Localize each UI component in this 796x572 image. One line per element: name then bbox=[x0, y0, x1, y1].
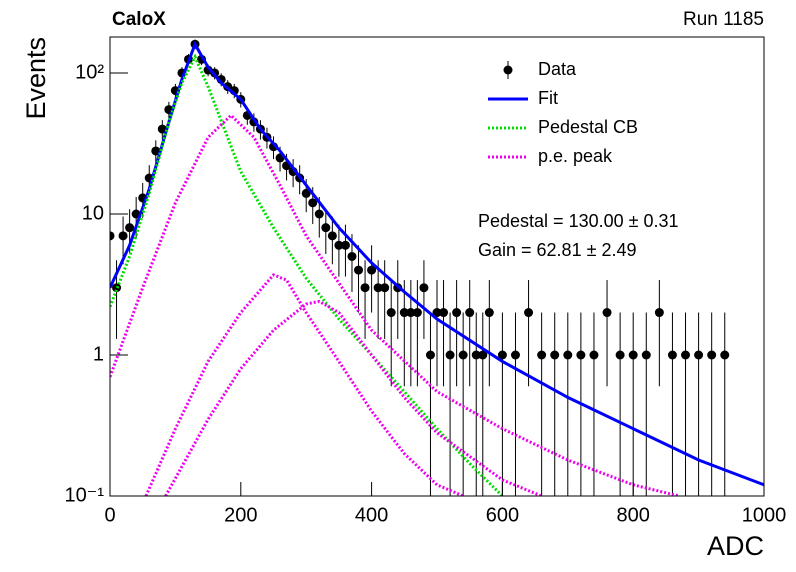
x-tick-label: 1000 bbox=[742, 504, 787, 526]
data-point bbox=[419, 283, 429, 293]
chart-title: CaloX bbox=[112, 9, 166, 30]
data-point bbox=[550, 350, 560, 360]
x-tick-label: 400 bbox=[355, 504, 388, 526]
data-point bbox=[445, 350, 455, 360]
data-point bbox=[367, 265, 377, 275]
data-point bbox=[576, 350, 586, 360]
data-point bbox=[425, 350, 435, 360]
data-point bbox=[321, 223, 331, 233]
data-point bbox=[151, 146, 161, 156]
legend-label: Data bbox=[538, 59, 577, 79]
legend-label: Fit bbox=[538, 88, 558, 108]
y-tick-label: 10² bbox=[75, 61, 104, 83]
data-point bbox=[628, 350, 638, 360]
data-point bbox=[432, 308, 442, 318]
data-point bbox=[510, 350, 520, 360]
data-point bbox=[458, 350, 468, 360]
legend-label: p.e. peak bbox=[538, 146, 613, 166]
x-tick-label: 800 bbox=[617, 504, 650, 526]
data-point bbox=[497, 350, 507, 360]
data-point bbox=[360, 283, 370, 293]
data-point bbox=[471, 350, 481, 360]
data-point bbox=[654, 308, 664, 318]
data-point bbox=[589, 350, 599, 360]
y-tick-label: 1 bbox=[93, 343, 104, 365]
data-point bbox=[615, 350, 625, 360]
data-point bbox=[537, 350, 547, 360]
plot-area bbox=[110, 39, 764, 496]
data-point bbox=[439, 308, 449, 318]
data-point bbox=[406, 308, 416, 318]
data-point bbox=[694, 350, 704, 360]
data-point bbox=[347, 251, 357, 261]
legend-label: Pedestal CB bbox=[538, 117, 638, 137]
data-point bbox=[412, 308, 422, 318]
data-point bbox=[308, 198, 318, 208]
data-point bbox=[707, 350, 717, 360]
frame bbox=[109, 36, 765, 497]
data-point bbox=[452, 308, 462, 318]
curve bbox=[110, 53, 504, 496]
data-point bbox=[118, 231, 128, 241]
data-point bbox=[386, 308, 396, 318]
data-point bbox=[334, 240, 344, 250]
y-tick-label: 10⁻¹ bbox=[65, 484, 105, 506]
data-point bbox=[667, 350, 677, 360]
data-point bbox=[373, 283, 383, 293]
y-axis-label: Events bbox=[21, 37, 51, 120]
data-point bbox=[340, 240, 350, 250]
x-tick-label: 600 bbox=[486, 504, 519, 526]
data-point bbox=[314, 209, 324, 219]
data-point bbox=[354, 265, 364, 275]
curve bbox=[110, 113, 680, 496]
data-point bbox=[301, 188, 311, 198]
data-point bbox=[681, 350, 691, 360]
data-point bbox=[641, 350, 651, 360]
data-point bbox=[327, 231, 337, 241]
x-tick-label: 200 bbox=[224, 504, 257, 526]
data-point bbox=[399, 308, 409, 318]
run-label: Run 1185 bbox=[683, 9, 764, 30]
data-point bbox=[602, 308, 612, 318]
legend-symbol bbox=[503, 65, 513, 75]
annotation: Pedestal = 130.00 ± 0.31 bbox=[478, 211, 679, 231]
data-point bbox=[563, 350, 573, 360]
data-point bbox=[478, 350, 488, 360]
data-point bbox=[125, 223, 135, 233]
data-point bbox=[465, 308, 475, 318]
data-point bbox=[720, 350, 730, 360]
annotation: Gain = 62.81 ± 2.49 bbox=[478, 240, 637, 260]
data-point bbox=[484, 308, 494, 318]
x-axis-label: ADC bbox=[707, 531, 764, 561]
y-tick-label: 10 bbox=[82, 202, 104, 224]
data-point bbox=[110, 231, 115, 241]
x-tick-label: 0 bbox=[104, 504, 115, 526]
data-point bbox=[524, 308, 534, 318]
data-point bbox=[380, 283, 390, 293]
